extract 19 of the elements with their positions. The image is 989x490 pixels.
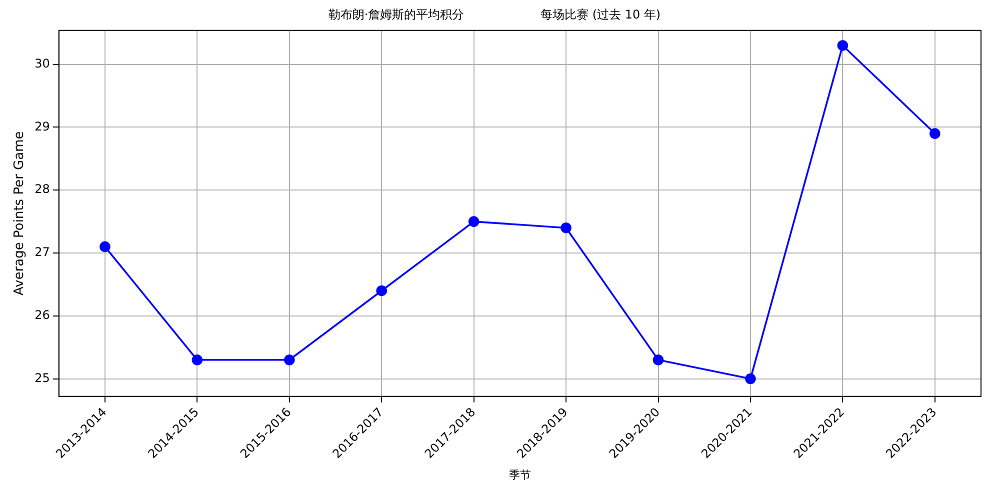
y-tick-label: 29 xyxy=(34,119,50,134)
y-tick-label: 26 xyxy=(34,308,50,322)
y-axis-title: Average Points Per Game xyxy=(12,131,28,296)
point xyxy=(284,354,295,366)
point xyxy=(560,222,572,234)
point xyxy=(652,354,664,366)
point xyxy=(745,373,756,384)
y-tick-label: 28 xyxy=(34,182,50,196)
point xyxy=(100,241,110,252)
x-axis-title: 季节 xyxy=(508,468,531,482)
y-tick-label: 25 xyxy=(34,370,50,385)
point xyxy=(468,216,480,227)
point xyxy=(376,285,388,296)
y-tick-label: 30 xyxy=(34,56,50,70)
point xyxy=(192,354,203,366)
point xyxy=(929,128,940,139)
point xyxy=(837,40,848,51)
y-tick-label: 27 xyxy=(34,245,50,260)
chart-title: 勒布朗·詹姆斯的平均积分 每场比赛 (过去 10 年) xyxy=(328,7,661,22)
